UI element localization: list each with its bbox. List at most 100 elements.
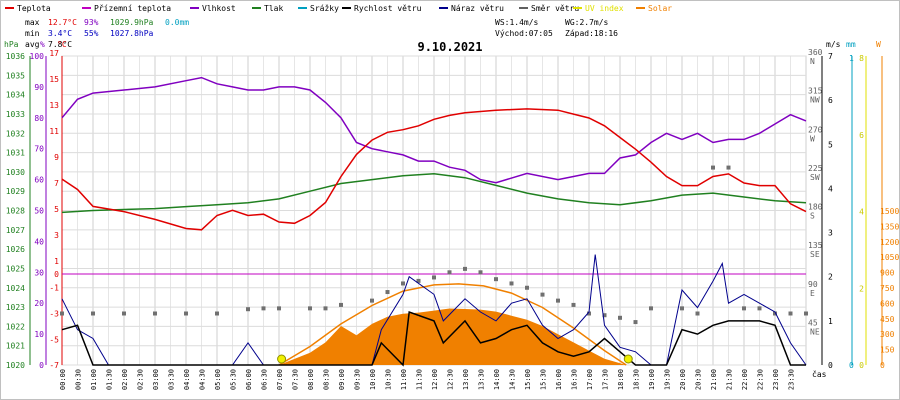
stat-max-label: max <box>25 18 40 27</box>
tick-ms: 4 <box>828 184 833 193</box>
series-wind-direction-point <box>432 275 436 280</box>
tick-hpa: 1025 <box>6 264 25 273</box>
legend-label: Směr větru <box>531 4 579 13</box>
stat-max-rain: 0.0mm <box>165 18 189 27</box>
tick-time: 22:30 <box>757 369 765 390</box>
axis-label-temp: °C <box>57 40 67 49</box>
chart-title: 9.10.2021 <box>417 40 482 54</box>
tick-time: 20:30 <box>695 369 703 390</box>
tick-pct: 50 <box>34 207 44 216</box>
tick-uv: 0 <box>859 361 864 370</box>
tick-pct: 90 <box>34 83 44 92</box>
legend-label: Rychlost větru <box>354 4 422 13</box>
tick-time: 08:00 <box>307 369 315 390</box>
tick-dir-cardinal: S <box>810 212 815 221</box>
series-wind-direction-point <box>339 302 343 307</box>
series-humidity <box>61 76 807 184</box>
tick-temp: -1 <box>49 284 59 293</box>
series-wind-direction-point <box>649 306 653 311</box>
tick-time: 17:30 <box>602 369 610 390</box>
tick-time: 18:00 <box>617 369 625 390</box>
series-wind-direction-point <box>587 311 591 316</box>
tick-time: 01:30 <box>106 369 114 390</box>
series-wind-direction-point <box>153 311 157 316</box>
legend-swatch <box>519 7 528 9</box>
tick-pct: 20 <box>34 299 44 308</box>
tick-uv: 8 <box>859 54 864 63</box>
tick-hpa: 1028 <box>6 207 25 216</box>
tick-w: 150 <box>880 346 895 355</box>
series-wind-direction-point <box>277 306 281 311</box>
tick-ms: 1 <box>828 317 833 326</box>
axis-label-hpa: hPa <box>4 40 19 49</box>
series-solar-theoretical <box>278 283 627 366</box>
tick-time: 11:00 <box>400 369 408 390</box>
axis-label-ms: m/s <box>826 40 841 49</box>
tick-time: 19:30 <box>664 369 672 390</box>
tick-hpa: 1023 <box>6 303 25 312</box>
tick-dir: 360 <box>808 48 823 57</box>
tick-temp: -3 <box>49 310 59 319</box>
tick-ms: 2 <box>828 273 833 282</box>
tick-dir: 315 <box>808 87 823 96</box>
legend-label: Solar <box>648 4 672 13</box>
tick-pct: 40 <box>34 237 44 246</box>
tick-ms: 3 <box>828 229 833 238</box>
legend-label: Vlhkost <box>202 4 236 13</box>
tick-pct: 30 <box>34 268 44 277</box>
tick-time: 14:30 <box>509 369 517 390</box>
tick-pct: 0 <box>39 361 44 370</box>
tick-time: 07:00 <box>276 369 284 390</box>
stat-max-pressure: 1029.9hPa <box>110 18 154 27</box>
legend-swatch <box>573 7 582 9</box>
tick-hpa: 1033 <box>6 110 25 119</box>
tick-time: 13:00 <box>462 369 470 390</box>
axis-label-time: čas <box>812 369 827 379</box>
tick-time: 12:00 <box>431 369 439 390</box>
series-wind-direction-point <box>91 311 95 316</box>
series-wind-speed <box>61 310 806 367</box>
series-wind-direction-point <box>788 311 793 316</box>
series-wind-direction-point <box>261 306 266 311</box>
tick-dir-cardinal: SE <box>810 250 820 259</box>
tick-time: 20:00 <box>679 369 687 390</box>
tick-temp: 7 <box>54 179 59 188</box>
legend-swatch <box>439 7 448 9</box>
tick-w: 600 <box>880 299 895 308</box>
tick-time: 05:30 <box>230 369 238 390</box>
tick-uv: 2 <box>859 284 864 293</box>
tick-time: 06:00 <box>245 369 253 390</box>
stat-wind-speed: WS:1.4m/s <box>495 18 539 27</box>
series-wind-direction-point <box>711 165 715 170</box>
tick-w: 1200 <box>880 238 899 247</box>
series-wind-direction-point <box>509 281 514 286</box>
tick-time: 00:00 <box>59 369 67 390</box>
tick-time: 15:00 <box>524 369 532 390</box>
tick-temp: -7 <box>49 361 59 370</box>
tick-hpa: 1029 <box>6 187 25 196</box>
legend-label: Přízemní teplota <box>94 4 171 13</box>
sunrise-marker <box>277 354 287 364</box>
tick-hpa: 1020 <box>6 361 25 370</box>
legend-swatch <box>5 7 14 9</box>
series-wind-direction-point <box>571 302 576 307</box>
tick-w: 900 <box>880 269 895 278</box>
tick-hpa: 1036 <box>6 52 25 61</box>
tick-time: 21:30 <box>726 369 734 390</box>
tick-w: 1050 <box>880 253 899 262</box>
stat-avg-temp: 7.8°C <box>48 40 72 49</box>
tick-w: 450 <box>880 315 895 324</box>
series-wind-direction-point <box>215 311 219 316</box>
tick-ms: 7 <box>828 52 833 61</box>
stat-sunrise: Východ:07:05 <box>495 29 553 38</box>
tick-time: 09:00 <box>338 369 346 390</box>
stat-min-pressure: 1027.8hPa <box>110 29 154 38</box>
tick-time: 01:00 <box>90 369 98 390</box>
series-wind-direction-point <box>401 281 405 286</box>
tick-temp: 17 <box>49 49 59 58</box>
legend-swatch <box>342 7 351 9</box>
tick-hpa: 1030 <box>6 168 25 177</box>
tick-dir: 90 <box>808 280 818 289</box>
series-wind-direction-point <box>122 311 126 316</box>
